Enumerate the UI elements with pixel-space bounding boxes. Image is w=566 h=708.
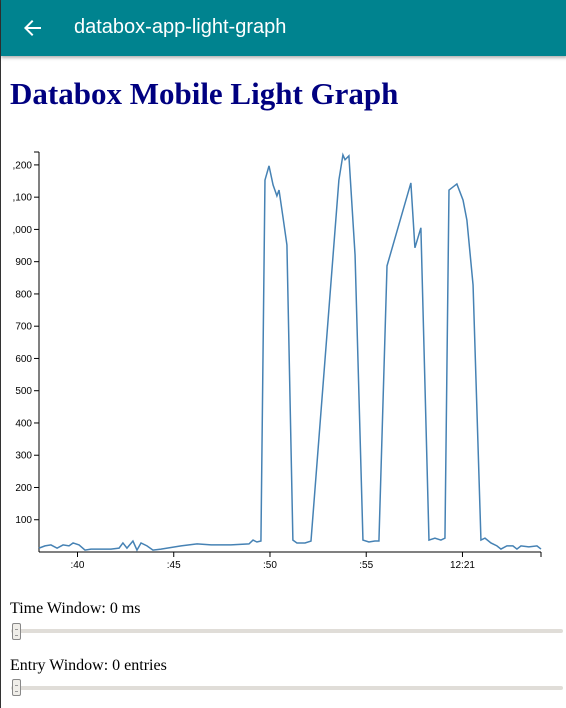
x-tick-label: :45 <box>167 560 181 571</box>
y-tick-label: 300 <box>15 451 32 462</box>
y-tick-label: 600 <box>15 354 32 365</box>
y-tick-label: 400 <box>15 418 32 429</box>
y-tick-label: 700 <box>15 322 32 333</box>
control-label: Time Window: 0 ms <box>10 600 141 617</box>
y-tick-label: 200 <box>15 483 32 494</box>
data-line <box>38 152 542 552</box>
app-bar: databox-app-light-graph <box>1 0 566 56</box>
y-tick-label: 500 <box>15 386 32 397</box>
y-tick-label: 100 <box>15 515 32 526</box>
y-tick-label: 800 <box>15 289 32 300</box>
slider-thumb[interactable] <box>12 679 21 696</box>
x-tick-label: :50 <box>263 560 277 571</box>
x-tick-label: :40 <box>71 560 85 571</box>
app-title: databox-app-light-graph <box>74 16 287 38</box>
slider-thumb[interactable] <box>12 623 21 640</box>
y-tick-label: ,100 <box>13 193 33 204</box>
x-tick-label: :55 <box>359 560 373 571</box>
y-tick-label: 900 <box>15 257 32 268</box>
x-tick-label: 12:21 <box>450 560 475 571</box>
back-button[interactable] <box>23 18 43 38</box>
slider-track[interactable] <box>11 686 563 690</box>
slider-track[interactable] <box>11 629 563 633</box>
y-tick-label: ,200 <box>13 160 33 171</box>
control-label: Entry Window: 0 entries <box>10 657 167 674</box>
chart: 100 200 300 400 500 600 700 800 900 ,000 ,100 ,200:… <box>13 151 542 571</box>
y-tick-label: ,000 <box>13 225 33 236</box>
heading: Databox Mobile Light Graph <box>10 76 399 111</box>
